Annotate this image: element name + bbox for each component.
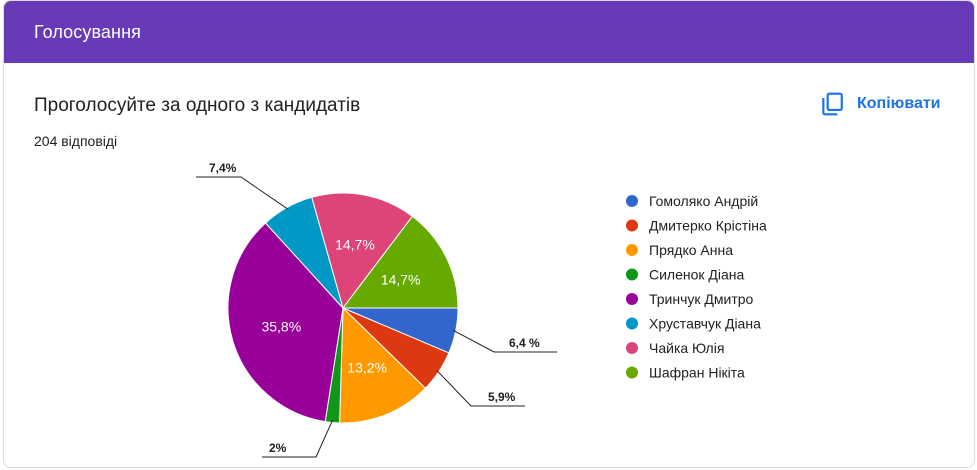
legend-item: Чайка Юлія: [649, 340, 724, 356]
legend-item: Тринчук Дмитро: [649, 291, 754, 307]
copy-icon: [822, 92, 843, 116]
leader-line: [262, 420, 334, 458]
legend-marker: [626, 195, 638, 207]
copy-label: Копіювати: [857, 95, 941, 112]
legend-marker: [626, 219, 638, 232]
legend-item: Дмитерко Крістіна: [649, 218, 767, 234]
slice-label: 2%: [269, 441, 287, 455]
slice-label: 7,4%: [209, 161, 237, 175]
pie-slice: [341, 215, 459, 309]
response-count: 204 відповіді: [34, 133, 118, 149]
pie-chart: 6,4 % 5,9% 13,2% 2% 35,8% 7,4% 14,7% 14,7% Гомол…: [196, 161, 767, 458]
legend-item: Шафран Нікіта: [649, 365, 745, 381]
legend-item: Прядко Анна: [649, 242, 733, 258]
legend-item: Хруставчук Діана: [649, 316, 761, 332]
leader-line: [436, 370, 525, 407]
legend-marker: [626, 317, 638, 330]
legend-marker: [626, 366, 638, 379]
copy-button[interactable]: Копіювати: [819, 89, 941, 119]
slice-label: 35,8%: [261, 319, 301, 335]
legend-marker: [626, 268, 638, 281]
legend-marker: [626, 293, 638, 305]
question-title: Проголосуйте за одного з кандидатів: [34, 95, 361, 116]
pie-slice: [311, 192, 414, 310]
slice-label: 13,2%: [347, 360, 387, 376]
pie-slice: [339, 306, 427, 424]
question-card: Голосування Проголосуйте за одного з кан…: [3, 0, 975, 468]
slice-label: 14,7%: [381, 271, 421, 287]
header-title: Голосування: [34, 22, 141, 42]
leader-line: [453, 330, 557, 353]
slice-label: 5,9%: [488, 390, 516, 404]
legend-marker: [626, 342, 638, 354]
legend-item: Гомоляко Андрій: [649, 193, 758, 209]
legend-item: Силенок Діана: [649, 267, 745, 283]
pie-slice: [227, 222, 344, 423]
header-bar: Голосування: [4, 1, 974, 63]
legend-marker: [626, 244, 638, 256]
slice-label: 6,4 %: [509, 336, 540, 350]
leader-line: [196, 176, 289, 210]
slice-label: 14,7%: [335, 237, 375, 253]
